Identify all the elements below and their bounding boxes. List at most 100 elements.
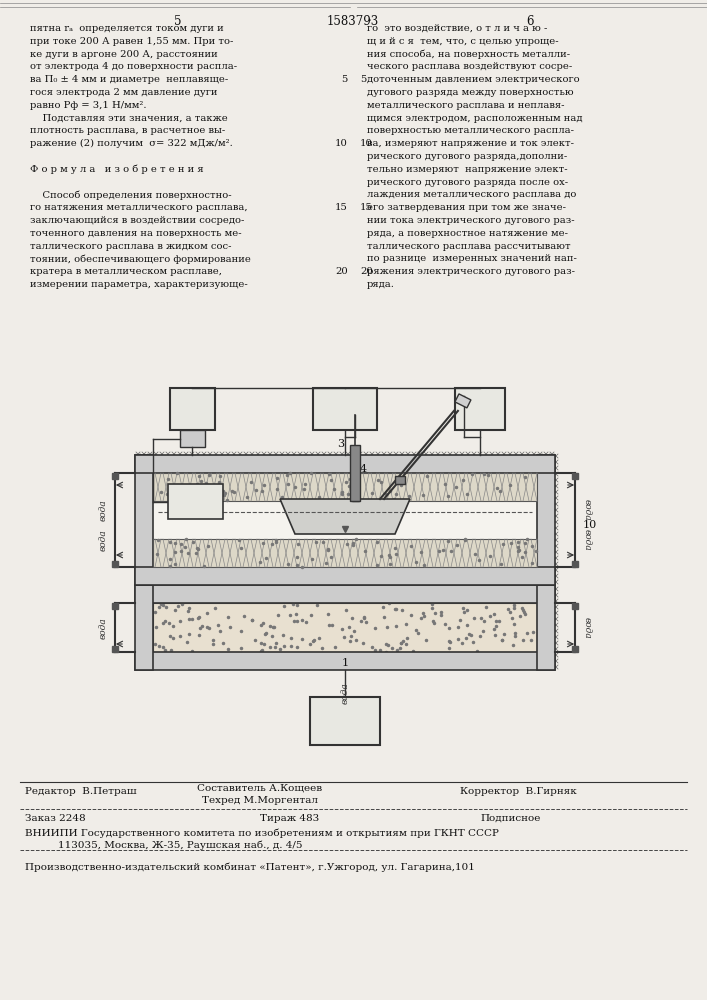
Text: тоянии, обеспечивающего формирование: тоянии, обеспечивающего формирование: [30, 254, 251, 264]
Text: Корректор  В.Гирняк: Корректор В.Гирняк: [460, 787, 577, 796]
Text: 6: 6: [341, 406, 349, 419]
Bar: [168, 484, 223, 519]
Text: его затвердевания при том же значе-: его затвердевания при том же значе-: [367, 203, 566, 212]
Text: Производственно-издательский комбинат «Патент», г.Ужгород, ул. Гагарина,101: Производственно-издательский комбинат «П…: [25, 862, 475, 871]
Text: по разнице  измеренных значений нап-: по разнице измеренных значений нап-: [367, 254, 577, 263]
Bar: [153, 473, 537, 567]
Text: 1583793: 1583793: [327, 15, 379, 28]
Text: ния способа, на поверхность металли-: ния способа, на поверхность металли-: [367, 50, 570, 59]
Text: ке дуги в аргоне 200 А, расстоянии: ке дуги в аргоне 200 А, расстоянии: [30, 50, 218, 59]
Bar: [350, 445, 360, 501]
Text: таллического расплава в жидком сос-: таллического расплава в жидком сос-: [30, 242, 231, 251]
Text: Техред М.Моргентал: Техред М.Моргентал: [202, 796, 318, 805]
Text: поверхностью металлического распла-: поверхностью металлического распла-: [367, 126, 574, 135]
Text: 5: 5: [188, 406, 196, 419]
Text: равно Pф = 3,1 Н/мм².: равно Pф = 3,1 Н/мм².: [30, 101, 146, 110]
Text: ·: ·: [368, 15, 372, 28]
Text: лаждения металлического расплава до: лаждения металлического расплава до: [367, 190, 576, 199]
Bar: [135, 652, 555, 670]
Text: 5: 5: [341, 75, 348, 84]
Text: 9: 9: [472, 403, 479, 413]
Polygon shape: [280, 499, 410, 534]
Text: ряжения электрического дугового раз-: ряжения электрического дугового раз-: [367, 267, 575, 276]
Text: вода: вода: [341, 682, 349, 704]
Bar: [135, 585, 555, 603]
Text: Заказ 2248: Заказ 2248: [25, 814, 86, 823]
Bar: [180, 430, 205, 447]
Text: кратера в металлическом расплаве,: кратера в металлическом расплаве,: [30, 267, 222, 276]
Text: рического дугового разряда,дополни-: рического дугового разряда,дополни-: [367, 152, 567, 161]
Text: 20: 20: [360, 267, 373, 276]
Text: нии тока электрического дугового раз-: нии тока электрического дугового раз-: [367, 216, 575, 225]
Text: при токе 200 А равен 1,55 мм. При то-: при токе 200 А равен 1,55 мм. При то-: [30, 37, 233, 46]
Text: ряда, а поверхностное натяжение ме-: ряда, а поверхностное натяжение ме-: [367, 229, 568, 238]
Bar: [135, 455, 555, 473]
Bar: [310, 697, 380, 745]
Bar: [153, 539, 537, 567]
Text: го натяжения металлического расплава,: го натяжения металлического расплава,: [30, 203, 247, 212]
Text: вода: вода: [583, 617, 592, 639]
Bar: [352, 499, 359, 501]
Text: Тираж 483: Тираж 483: [260, 814, 320, 823]
Bar: [537, 585, 555, 670]
Bar: [135, 567, 555, 585]
Text: 6: 6: [526, 15, 534, 28]
Text: Составитель А.Кощеев: Составитель А.Кощеев: [197, 784, 322, 793]
Text: точенного давления на поверхность ме-: точенного давления на поверхность ме-: [30, 229, 242, 238]
Text: вода: вода: [98, 529, 107, 551]
Text: Подставляя эти значения, а также: Подставляя эти значения, а также: [30, 114, 228, 123]
Bar: [153, 603, 537, 652]
Bar: [170, 388, 215, 430]
Text: заключающийся в воздействии сосредо-: заключающийся в воздействии сосредо-: [30, 216, 245, 225]
Text: 10: 10: [360, 139, 373, 148]
Text: щимся электродом, расположенным над: щимся электродом, расположенным над: [367, 114, 583, 123]
Text: металлического расплава и неплавя-: металлического расплава и неплавя-: [367, 101, 564, 110]
Text: от электрода 4 до поверхности распла-: от электрода 4 до поверхности распла-: [30, 62, 237, 71]
Text: 8: 8: [192, 499, 199, 509]
Text: Способ определения поверхностно-: Способ определения поверхностно-: [30, 190, 232, 200]
Text: ВНИИПИ Государственного комитета по изобретениям и открытиям при ГКНТ СССР: ВНИИПИ Государственного комитета по изоб…: [25, 828, 499, 838]
Text: доточенным давлением электрического: доточенным давлением электрического: [367, 75, 580, 84]
Text: 4: 4: [360, 464, 367, 474]
Bar: [313, 388, 377, 430]
Text: Редактор  В.Петраш: Редактор В.Петраш: [25, 787, 136, 796]
Text: 2: 2: [360, 504, 367, 514]
Text: вода: вода: [98, 499, 107, 521]
Text: 11: 11: [337, 717, 353, 730]
Bar: [395, 476, 405, 484]
Polygon shape: [455, 394, 471, 408]
Text: 113035, Москва, Ж-35, Раушская наб., д. 4/5: 113035, Москва, Ж-35, Раушская наб., д. …: [58, 840, 303, 850]
Text: ва, измеряют напряжение и ток элект-: ва, измеряют напряжение и ток элект-: [367, 139, 574, 148]
Text: ческого расплава воздействуют сосре-: ческого расплава воздействуют сосре-: [367, 62, 572, 71]
Text: 7: 7: [476, 406, 484, 419]
Bar: [537, 455, 555, 585]
Text: дугового разряда между поверхностью: дугового разряда между поверхностью: [367, 88, 573, 97]
Text: вода: вода: [583, 499, 592, 521]
Bar: [153, 473, 537, 501]
Text: пятна rₐ  определяется током дуги и: пятна rₐ определяется током дуги и: [30, 24, 223, 33]
Bar: [135, 455, 153, 585]
Text: плотность расплава, в расчетное вы-: плотность расплава, в расчетное вы-: [30, 126, 226, 135]
Text: ва П₀ ± 4 мм и диаметре  неплавяще-: ва П₀ ± 4 мм и диаметре неплавяще-: [30, 75, 228, 84]
Text: таллического расплава рассчитывают: таллического расплава рассчитывают: [367, 242, 571, 251]
Bar: [455, 388, 505, 430]
Text: Ф о р м у л а   и з о б р е т е н и я: Ф о р м у л а и з о б р е т е н и я: [30, 165, 204, 174]
Text: ражение (2) получим  σ= 322 мДж/м².: ражение (2) получим σ= 322 мДж/м².: [30, 139, 233, 148]
Text: 10: 10: [583, 520, 597, 530]
Text: 1: 1: [341, 658, 349, 668]
Text: ряда.: ряда.: [367, 280, 395, 289]
Text: вода: вода: [98, 617, 107, 639]
Text: 5: 5: [360, 75, 366, 84]
Text: Подписное: Подписное: [480, 814, 540, 823]
Text: тельно измеряют  напряжение элект-: тельно измеряют напряжение элект-: [367, 165, 568, 174]
Text: гося электрода 2 мм давление дуги: гося электрода 2 мм давление дуги: [30, 88, 218, 97]
Text: 20: 20: [335, 267, 348, 276]
Bar: [135, 585, 153, 670]
Text: щ и й с я  тем, что, с целью упроще-: щ и й с я тем, что, с целью упроще-: [367, 37, 559, 46]
Text: рического дугового разряда после ох-: рического дугового разряда после ох-: [367, 178, 568, 187]
Text: 10: 10: [335, 139, 348, 148]
Text: измерении параметра, характеризующе-: измерении параметра, характеризующе-: [30, 280, 247, 289]
Text: го  это воздействие, о т л и ч а ю -: го это воздействие, о т л и ч а ю -: [367, 24, 547, 33]
Text: 5: 5: [174, 15, 182, 28]
Text: 3: 3: [337, 439, 344, 449]
